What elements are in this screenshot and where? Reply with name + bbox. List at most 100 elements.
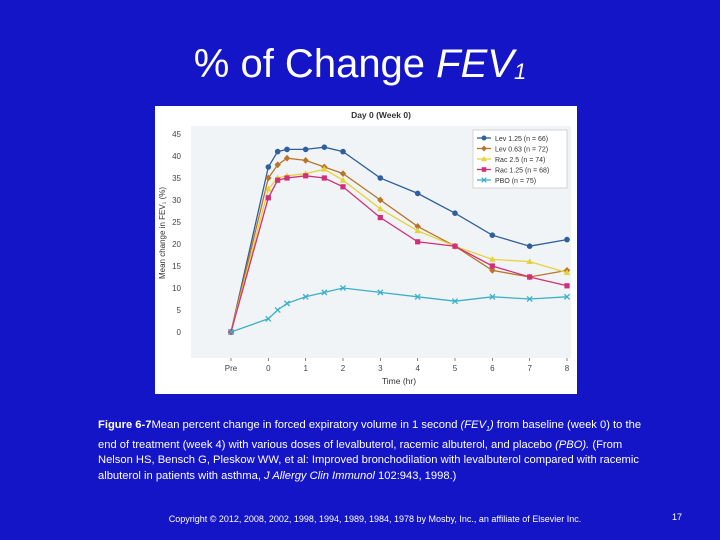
x-axis-label: Time (hr)	[382, 376, 416, 386]
y-axis-label: Mean change in FEV₁ (%)	[158, 187, 167, 279]
caption-text-4: 102:943, 1998.)	[374, 469, 457, 482]
page-number: 17	[672, 512, 683, 522]
x-tick-label: 3	[378, 364, 383, 373]
x-tick-label: 0	[266, 364, 271, 373]
data-point	[526, 295, 533, 303]
data-point	[321, 165, 328, 172]
data-point	[265, 185, 272, 192]
data-point	[377, 196, 384, 204]
data-point	[321, 175, 327, 181]
data-point	[265, 174, 272, 182]
caption-label: Figure 6-7	[98, 419, 152, 431]
data-point	[489, 232, 496, 238]
title-fev: FEV1	[436, 42, 526, 86]
data-point	[414, 190, 421, 197]
caption-fev-subscript: 1	[486, 426, 490, 434]
y-tick-label: 45	[172, 130, 181, 139]
data-point	[340, 148, 346, 155]
data-point	[414, 223, 421, 230]
data-point	[339, 170, 347, 177]
data-point	[275, 177, 281, 183]
legend-marker	[481, 177, 487, 183]
x-tick-label: Pre	[225, 364, 238, 373]
data-point	[265, 164, 272, 170]
caption-fev-close: )	[489, 419, 494, 431]
x-tick-label: 6	[490, 364, 495, 373]
copyright-notice: Copyright © 2012, 2008, 2002, 1998, 1994…	[168, 514, 582, 524]
data-point	[377, 205, 384, 212]
data-point	[274, 306, 281, 314]
data-point	[339, 284, 347, 292]
x-tick-label: 1	[303, 364, 308, 373]
data-point	[564, 236, 570, 243]
y-tick-label: 30	[172, 196, 181, 205]
caption-fev-text: (FEV	[460, 419, 487, 431]
data-point	[227, 328, 235, 336]
data-point	[526, 258, 533, 264]
caption-fev: (FEV1)	[460, 419, 494, 434]
y-tick-label: 15	[172, 262, 181, 271]
figure-panel: Day 0 (Week 0) 0 5 10 15 20 25 30 35 40 45 Mean cha…	[155, 106, 577, 394]
data-point	[265, 315, 272, 322]
data-point	[563, 293, 571, 300]
chart-title: Day 0 (Week 0)	[351, 110, 411, 120]
data-point	[283, 154, 291, 162]
legend-label: PBO (n = 75)	[495, 178, 536, 185]
y-tick-label: 10	[172, 284, 181, 293]
y-tick-label: 40	[172, 152, 181, 161]
title-fev-text: FEV	[436, 42, 514, 86]
data-point	[302, 293, 309, 300]
data-point	[283, 300, 291, 307]
data-point	[274, 148, 281, 155]
data-point	[489, 263, 495, 269]
legend-label: Rac 2.5 (n = 74)	[495, 157, 545, 164]
caption-text-3: (From Nelson HS, Bensch G, Pleskow WW, e…	[98, 438, 639, 482]
x-tick-label: 5	[453, 364, 458, 373]
figure-caption: Figure 6-7Mean percent change in forced …	[98, 418, 658, 484]
data-point	[321, 289, 328, 296]
legend-label: Lev 0.63 (n = 72)	[495, 146, 548, 153]
legend-label: Rac 1.25 (n = 68)	[495, 167, 549, 174]
caption-text-1: Mean percent change in forced expiratory…	[151, 419, 461, 431]
x-tick-label: 4	[415, 364, 420, 373]
data-point	[489, 293, 496, 300]
y-tick-label: 0	[177, 328, 182, 337]
data-point	[415, 239, 421, 245]
data-point	[377, 175, 384, 181]
data-point	[274, 161, 281, 169]
legend-marker	[481, 156, 487, 162]
data-point	[452, 210, 458, 216]
title-main: % of Change	[193, 42, 437, 86]
data-point	[340, 184, 346, 190]
caption-pbo: (PBO).	[555, 438, 590, 451]
data-point	[489, 256, 496, 262]
data-point	[377, 215, 383, 221]
legend-marker	[481, 167, 487, 172]
data-point	[564, 283, 570, 289]
data-point	[377, 289, 384, 296]
data-point	[414, 293, 421, 300]
data-point	[303, 173, 309, 179]
legend-marker	[481, 135, 487, 141]
x-tick-label: 7	[527, 364, 532, 373]
title-fev-subscript: 1	[513, 59, 527, 84]
y-tick-label: 20	[172, 240, 181, 249]
legend-label: Lev 1.25 (n = 66)	[495, 136, 548, 143]
slide-title: % of Change FEV1	[0, 42, 720, 87]
data-point	[527, 274, 533, 280]
data-point	[414, 227, 421, 234]
data-point	[302, 146, 309, 153]
data-point	[265, 195, 271, 201]
x-tick-label: 2	[341, 364, 346, 373]
data-point	[563, 269, 571, 275]
y-tick-label: 5	[177, 306, 182, 315]
legend-marker	[481, 145, 487, 152]
data-point	[321, 144, 328, 150]
data-point	[284, 175, 290, 181]
data-point	[452, 243, 458, 249]
caption-journal: J Allergy Clin Immunol	[264, 469, 375, 482]
data-point	[284, 146, 290, 153]
data-point	[302, 157, 309, 164]
data-point	[489, 267, 496, 274]
